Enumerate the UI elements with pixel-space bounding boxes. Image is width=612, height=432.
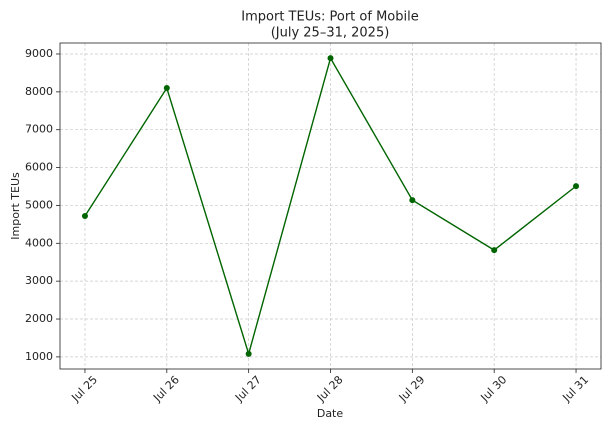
data-point (81, 213, 88, 220)
y-axis-label: Import TEUs (9, 172, 22, 240)
y-tick-label: 5000 (25, 198, 53, 211)
y-tick-label: 8000 (25, 85, 53, 98)
y-tick-label: 6000 (25, 161, 53, 174)
data-point (409, 197, 416, 204)
chart-title: Import TEUs: Port of Mobile (241, 10, 418, 25)
x-tick-label: Jul 27 (232, 373, 264, 405)
x-tick-label: Jul 25 (68, 373, 100, 405)
x-tick-label: Jul 29 (396, 373, 428, 405)
y-tick-label: 3000 (25, 274, 53, 287)
data-point (245, 350, 252, 357)
x-tick-label: Jul 26 (150, 373, 182, 405)
data-point (327, 55, 334, 62)
data-point (573, 183, 580, 190)
x-tick-label: Jul 30 (478, 373, 510, 405)
chart-subtitle: (July 25–31, 2025) (271, 26, 390, 41)
data-point (491, 247, 498, 254)
y-tick-label: 4000 (25, 236, 53, 249)
data-point (163, 85, 170, 92)
y-tick-label: 1000 (25, 350, 53, 363)
plot-frame (59, 42, 602, 370)
y-tick-label: 7000 (25, 123, 53, 136)
x-tick-label: Jul 31 (560, 373, 592, 405)
x-tick-label: Jul 28 (314, 373, 346, 405)
y-tick-label: 2000 (25, 312, 53, 325)
y-tick-label: 9000 (25, 47, 53, 60)
x-axis-label: Date (317, 407, 344, 420)
